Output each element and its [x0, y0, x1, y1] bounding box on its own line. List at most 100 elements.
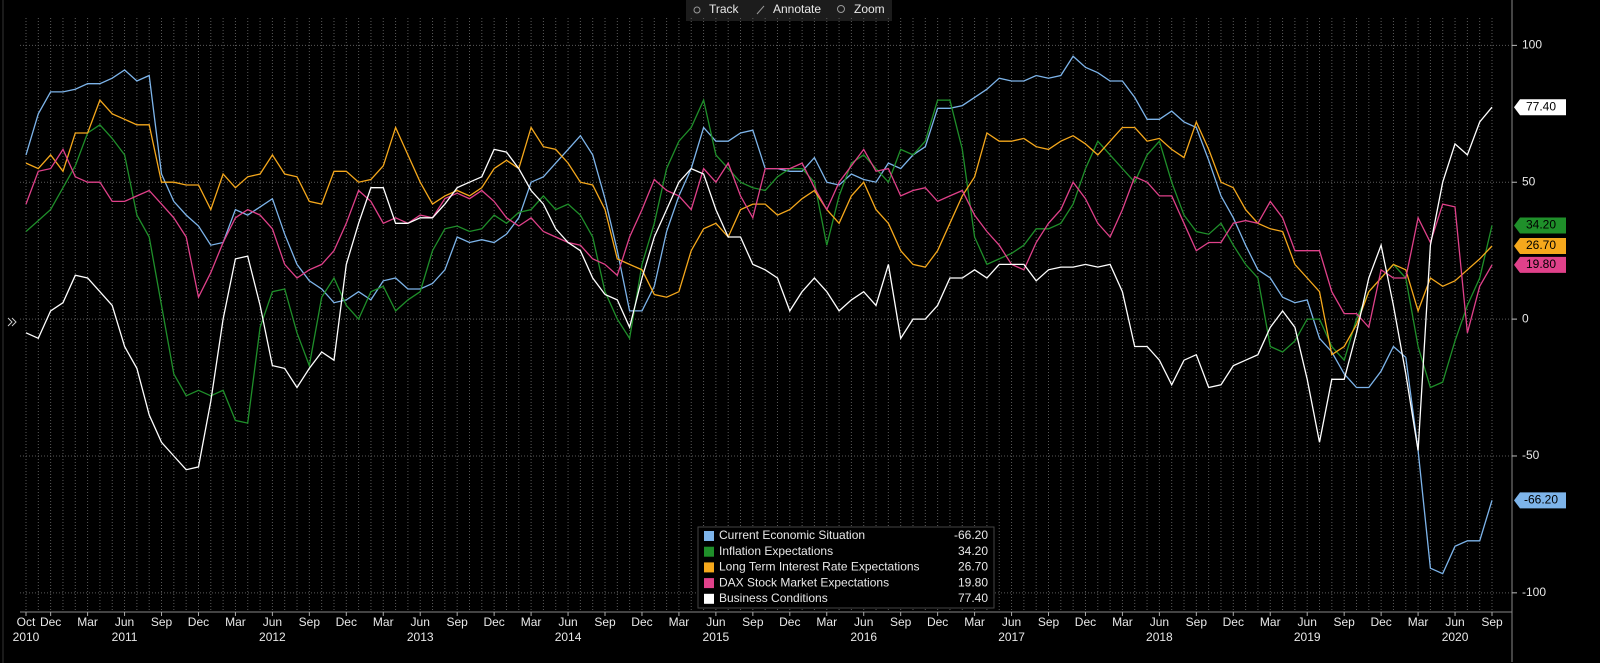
x-year-label: 2019: [1294, 630, 1321, 644]
x-tick-label: Mar: [373, 615, 394, 629]
x-tick-label: Sep: [594, 615, 616, 629]
x-tick-label: Jun: [558, 615, 577, 629]
x-year-label: 2015: [703, 630, 730, 644]
x-tick-label: Jun: [411, 615, 430, 629]
x-tick-label: Dec: [631, 615, 652, 629]
x-tick-label: Jun: [263, 615, 282, 629]
x-tick-label: Jun: [706, 615, 725, 629]
x-tick-label: Sep: [742, 615, 764, 629]
legend-swatch: [704, 531, 714, 541]
x-tick-label: Mar: [1260, 615, 1281, 629]
value-tag-label: 77.40: [1526, 99, 1556, 113]
toolbar-item[interactable]: Zoom: [854, 2, 885, 16]
value-tag-label: 19.80: [1526, 257, 1556, 271]
x-tick-label: Dec: [188, 615, 209, 629]
toolbar-item[interactable]: Track: [709, 2, 740, 16]
value-tag-label: 34.20: [1526, 218, 1556, 232]
x-tick-label: Mar: [77, 615, 98, 629]
legend-label: Long Term Interest Rate Expectations: [719, 560, 920, 574]
legend-bg: [697, 526, 995, 609]
x-tick-label: Sep: [1333, 615, 1355, 629]
x-tick-label: Mar: [669, 615, 690, 629]
x-tick-label: Jun: [854, 615, 873, 629]
x-tick-label: Dec: [779, 615, 800, 629]
x-year-label: 2012: [259, 630, 286, 644]
legend-swatch: [704, 578, 714, 589]
legend-label: DAX Stock Market Expectations: [719, 575, 889, 589]
x-tick-label: Mar: [816, 615, 837, 629]
legend-value: 34.20: [958, 544, 988, 558]
value-tag: 19.80: [1514, 256, 1566, 273]
x-tick-label: Sep: [151, 615, 173, 629]
legend-label: Business Conditions: [719, 591, 828, 605]
x-year-label: 2014: [555, 630, 582, 644]
track-button[interactable]: Track: [693, 2, 740, 16]
legend-value: 77.40: [958, 591, 988, 605]
series-line: [25, 55, 1493, 575]
value-tag-bg: [1514, 99, 1566, 116]
x-tick-label: Sep: [1186, 615, 1208, 629]
value-tag: -66.20: [1514, 492, 1566, 509]
annotate-icon: [756, 5, 765, 15]
zoom-button[interactable]: Zoom: [837, 2, 885, 16]
legend-swatch: [704, 593, 714, 604]
x-tick-label: Oct: [17, 615, 36, 629]
series-line: [25, 148, 1493, 333]
legend-value: -66.20: [954, 528, 988, 542]
x-tick-label: Jun: [115, 615, 134, 629]
x-tick-label: Dec: [336, 615, 357, 629]
x-year-label: 2011: [112, 630, 138, 644]
x-tick-label: Sep: [446, 615, 468, 629]
y-tick-label: 100: [1522, 38, 1542, 52]
legend-swatch: [704, 546, 714, 557]
y-tick-label: 50: [1522, 174, 1536, 188]
x-tick-label: Dec: [927, 615, 948, 629]
value-tag-label: -66.20: [1524, 492, 1558, 506]
value-tag-bg: [1514, 492, 1566, 509]
x-tick-label: Jun: [1150, 615, 1169, 629]
legend-label: Current Economic Situation: [719, 528, 865, 542]
y-tick-label: 0: [1522, 311, 1529, 325]
x-year-label: 2010: [13, 630, 40, 644]
value-tag-bg: [1514, 238, 1566, 255]
x-year-label: 2013: [407, 630, 434, 644]
legend-label: Inflation Expectations: [719, 544, 833, 558]
annotate-button[interactable]: Annotate: [756, 2, 821, 16]
x-year-label: 2017: [998, 630, 1025, 644]
x-tick-label: Jun: [1002, 615, 1021, 629]
legend-value: 26.70: [958, 560, 988, 574]
value-tag-bg: [1514, 256, 1566, 273]
x-tick-label: Jun: [1445, 615, 1464, 629]
value-tag: 34.20: [1514, 217, 1566, 234]
toolbar: Track Annotate Zoom: [686, 0, 892, 21]
y-tick-label: -100: [1522, 585, 1546, 599]
zoom-icon: [837, 5, 845, 13]
x-year-label: 2018: [1146, 630, 1173, 644]
value-tag-label: 26.70: [1526, 238, 1556, 252]
value-tag: 26.70: [1514, 238, 1566, 255]
series-line: [25, 98, 1493, 424]
y-tick-label: -50: [1522, 448, 1540, 462]
x-tick-label: Dec: [483, 615, 504, 629]
legend-swatch: [704, 562, 714, 573]
series-line: [25, 98, 1493, 356]
x-tick-label: Mar: [1408, 615, 1429, 629]
value-tag: 77.40: [1514, 99, 1566, 116]
series-line: [25, 106, 1493, 471]
x-tick-label: Mar: [964, 615, 985, 629]
x-tick-label: Mar: [1112, 615, 1133, 629]
x-tick-label: Sep: [299, 615, 321, 629]
expand-icon[interactable]: [7, 317, 17, 327]
x-tick-label: Mar: [521, 615, 542, 629]
x-tick-label: Dec: [1370, 615, 1391, 629]
x-tick-label: Mar: [225, 615, 246, 629]
x-tick-label: Dec: [1075, 615, 1096, 629]
legend: Current Economic Situation -66.20 Inflatio…: [697, 526, 995, 609]
x-year-label: 2016: [850, 630, 877, 644]
toolbar-item[interactable]: Annotate: [773, 2, 821, 16]
x-tick-label: Dec: [1223, 615, 1244, 629]
track-icon: [693, 6, 701, 14]
x-tick-label: Sep: [890, 615, 912, 629]
